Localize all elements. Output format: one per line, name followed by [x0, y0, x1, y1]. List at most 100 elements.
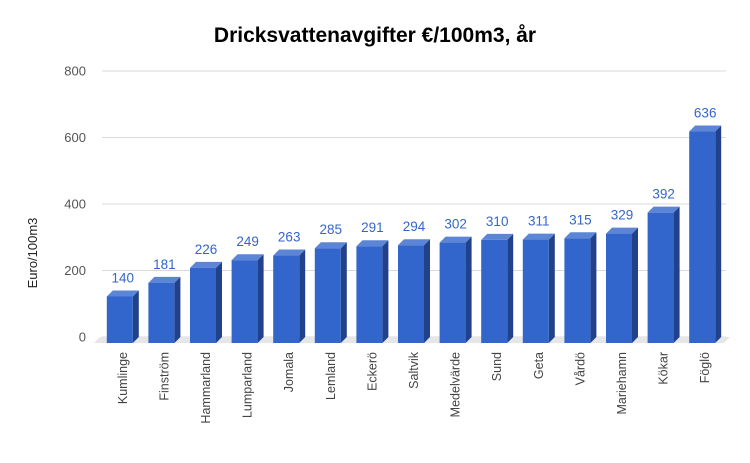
bar-medelvärde — [439, 236, 472, 343]
bar-side — [715, 125, 722, 343]
bar-finström — [148, 276, 181, 343]
data-labels: 140 181 226 249 263 285 291 294 302 310 311 315 329 3… — [112, 106, 717, 286]
bar-side — [590, 232, 597, 343]
data-label: 249 — [236, 234, 259, 249]
bar-front — [522, 239, 549, 343]
bar-front — [148, 282, 175, 343]
category-label: Eckerö — [365, 352, 379, 391]
category-labels: Kumlinge Finström Hammarland Lumparland Joma… — [116, 351, 712, 423]
bar-side — [299, 249, 306, 343]
category-label: Lumparland — [241, 352, 255, 418]
bar-top — [273, 249, 306, 256]
bar-front — [356, 246, 383, 343]
bar-side — [465, 236, 472, 343]
category-label: Sund — [490, 352, 504, 381]
bar-front — [439, 242, 466, 343]
bar-lemland — [314, 242, 347, 343]
bar-top — [564, 232, 597, 239]
data-label: 263 — [278, 230, 301, 245]
category-label: Geta — [532, 352, 546, 379]
bar-top — [231, 254, 264, 261]
bar-front — [106, 296, 133, 343]
bar-top — [314, 242, 347, 249]
bar-top — [689, 125, 722, 132]
y-tick-label: 600 — [64, 130, 86, 145]
data-label: 302 — [444, 217, 467, 232]
bar-top — [398, 239, 430, 246]
bar-top — [522, 233, 555, 240]
bar-top — [106, 290, 139, 297]
data-label: 311 — [528, 214, 550, 229]
category-label: Saltvik — [407, 351, 421, 389]
data-label: 291 — [361, 220, 384, 235]
bar-saltvik — [398, 239, 430, 343]
bar-hammarland — [190, 261, 222, 343]
bar-front — [273, 255, 300, 343]
bar-top — [148, 276, 181, 283]
bar-side — [340, 242, 347, 343]
bar-top — [356, 240, 389, 247]
bar-vårdö — [564, 232, 597, 343]
bar-jomala — [273, 249, 306, 343]
bar-front — [314, 248, 341, 343]
y-tick-label: 0 — [79, 330, 86, 345]
bar-side — [673, 206, 680, 343]
bar-front — [231, 260, 258, 343]
category-label: Jomala — [282, 352, 296, 392]
bar-föglö — [689, 125, 722, 343]
category-label: Föglö — [698, 352, 712, 383]
bar-kumlinge — [106, 290, 139, 343]
data-label: 315 — [569, 212, 592, 227]
bar-mariehamn — [606, 227, 638, 343]
bar-top — [439, 236, 472, 243]
bar-top — [481, 233, 514, 240]
data-label: 392 — [652, 187, 675, 202]
category-label: Finström — [157, 352, 171, 401]
bar-top — [190, 261, 222, 268]
bar-side — [382, 240, 389, 343]
category-label: Kökar — [657, 352, 671, 385]
data-label: 636 — [694, 106, 717, 121]
bar-side — [548, 233, 555, 343]
bar-side — [424, 239, 430, 343]
bar-front — [190, 267, 216, 343]
bar-side — [174, 276, 181, 343]
y-tick-label: 400 — [64, 197, 86, 212]
bar-front — [606, 233, 632, 343]
y-tick-label: 800 — [64, 64, 86, 79]
category-label: Hammarland — [199, 352, 213, 424]
bar-front — [689, 131, 716, 343]
bar-eckerö — [356, 240, 389, 343]
bar-side — [257, 254, 264, 343]
data-label: 140 — [112, 270, 135, 285]
bar-side — [216, 261, 222, 343]
bar-top — [606, 227, 638, 234]
bar-lumparland — [231, 254, 264, 343]
data-label: 310 — [486, 214, 509, 229]
bar-front — [564, 238, 591, 343]
y-tick-label: 200 — [64, 263, 86, 278]
bar-front — [398, 245, 424, 343]
category-label: Medelvärde — [449, 352, 463, 417]
bar-sund — [481, 233, 514, 343]
bar-geta — [522, 233, 555, 343]
category-label: Mariehamn — [615, 352, 629, 415]
data-label: 294 — [403, 219, 426, 234]
bar-side — [132, 290, 139, 343]
bar-front — [481, 239, 508, 343]
data-label: 329 — [611, 208, 634, 223]
bars — [106, 125, 722, 343]
category-label: Vårdö — [573, 352, 587, 385]
category-label: Lemland — [324, 352, 338, 400]
data-label: 226 — [195, 242, 218, 257]
bar-front — [647, 212, 674, 343]
y-tick-labels: 0 200 400 600 800 — [64, 64, 86, 345]
bar-top — [647, 206, 680, 213]
chart-title: Dricksvattenavgifter €/100m3, år — [214, 24, 536, 47]
data-label: 285 — [320, 222, 343, 237]
data-label: 181 — [153, 257, 176, 272]
bar-kökar — [647, 206, 680, 343]
bar-side — [507, 233, 514, 343]
bar-side — [632, 227, 638, 343]
